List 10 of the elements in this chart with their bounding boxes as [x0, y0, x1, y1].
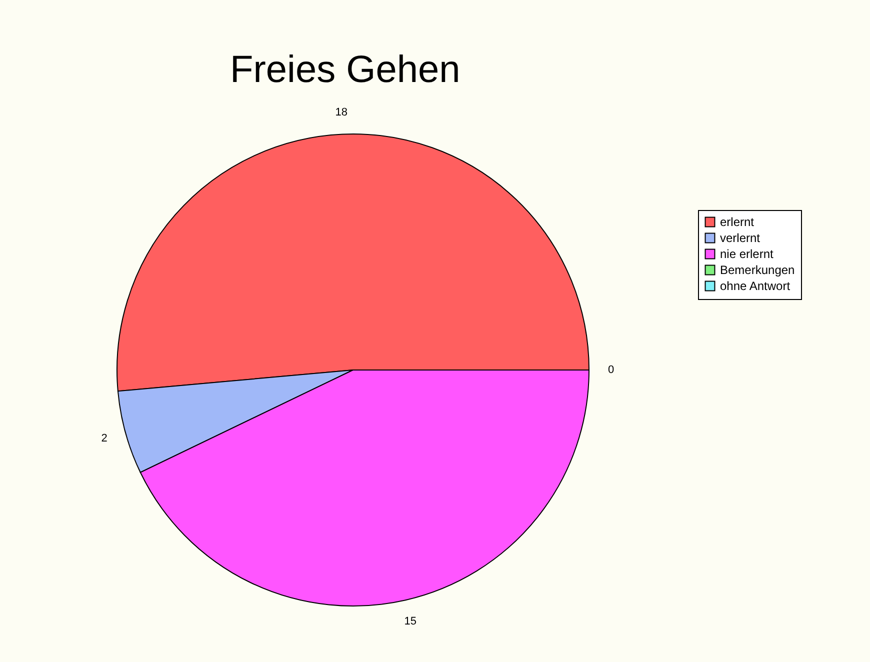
legend-label: ohne Antwort: [720, 279, 791, 293]
data-label: 15: [404, 616, 417, 628]
legend-label: verlernt: [720, 231, 761, 245]
chart-title: Freies Gehen: [230, 49, 460, 91]
text: 0: [608, 364, 614, 376]
data-label: 18: [335, 106, 348, 118]
legend-label: erlernt: [720, 215, 755, 229]
data-label: 2: [101, 432, 108, 445]
legend-label: nie erlernt: [720, 247, 774, 261]
legend-label: Bemerkungen: [720, 263, 795, 277]
